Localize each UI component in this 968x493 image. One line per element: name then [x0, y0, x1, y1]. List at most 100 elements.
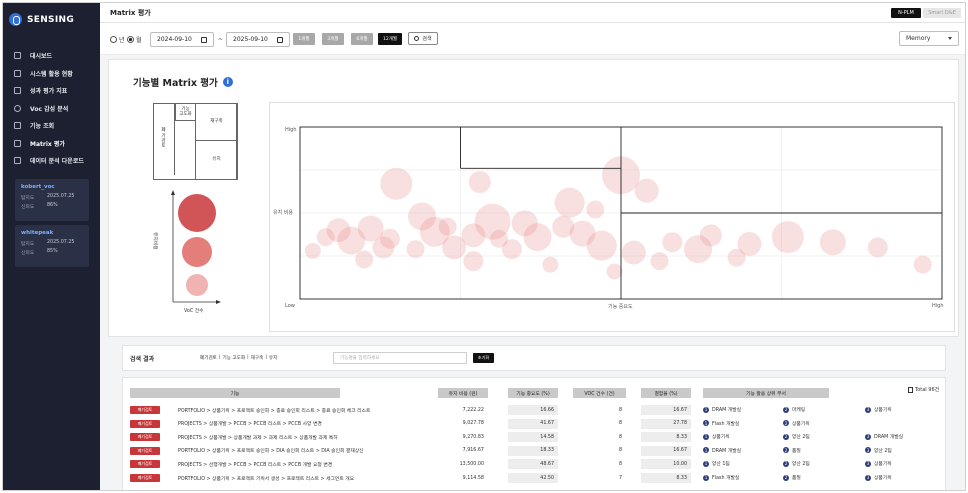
search-button[interactable]: 검색	[408, 32, 438, 45]
range-6m-button[interactable]: 6개월	[351, 33, 373, 45]
col-feature[interactable]: 기능	[130, 388, 340, 398]
matrix-card: 기능별 Matrix 평가 i 폐 기 검 토 기능 고도화 재구축 유지	[108, 59, 959, 337]
department-tag: 3 상품기획	[865, 406, 892, 413]
sidebar-item-6[interactable]: 데이터 분석 다운로드	[3, 152, 100, 170]
radio-year-dot[interactable]	[110, 36, 117, 43]
date-to-input[interactable]: 2025-09-10	[226, 32, 290, 47]
data-point-6	[407, 202, 436, 231]
data-point-12	[316, 228, 335, 247]
department-tag: 3 상품기획	[865, 460, 892, 467]
table-row[interactable]: 폐기검토 PORTFOLIO > 상품기획 > 프로젝트 승인회 > DIA 승인…	[130, 444, 950, 457]
chevron-down-icon	[948, 37, 952, 40]
tab-rebuild[interactable]: 재구축	[250, 356, 264, 361]
calendar-icon[interactable]	[201, 37, 207, 43]
department-name: DRAM 개발실	[874, 435, 904, 441]
radio-year-label: 년	[119, 37, 125, 44]
data-point-21	[372, 236, 395, 259]
calendar-icon[interactable]	[277, 37, 283, 43]
col-importance[interactable]: 기능 중요도 (%)	[508, 388, 558, 398]
department-name: DRAM 개발실	[712, 408, 742, 413]
user-card-1: kobert_voc 탐지도 2025.07.25 신뢰도 86%	[15, 179, 89, 221]
radio-month-label: 월	[136, 37, 142, 44]
user-date: 2025.07.25	[47, 240, 75, 245]
department-icon: 2	[783, 406, 789, 413]
table-row[interactable]: 폐기검토 PROJECTS > 상품개발 > PCCB > PCCB 리스트 > …	[130, 417, 950, 430]
department-tag: 2 품질	[783, 474, 801, 481]
department-icon: 3	[865, 460, 871, 467]
table-row[interactable]: 폐기검토 PROJECTS > 선행개발 > PCCB > PCCB 리스트 > …	[130, 457, 950, 470]
data-point-1	[468, 171, 491, 194]
tab-discard[interactable]: 폐기검토	[200, 356, 217, 361]
sidebar-item-label: 대시보드	[30, 53, 53, 61]
department-tag: 2 양산 2팀	[783, 433, 810, 440]
filter-bar: 년 월 2024-09-10 ~ 2025-09-10 1개월 3개월 6개월 …	[100, 23, 965, 55]
reset-button[interactable]: 초기화	[473, 353, 494, 363]
department-tag: 1 DRAM 개발실	[703, 406, 741, 413]
smart-de-button[interactable]: Smart D&E	[923, 8, 961, 18]
radio-month[interactable]: 월	[127, 35, 142, 44]
bubble-size-legend	[171, 190, 221, 304]
department-tag: 2 품질	[783, 447, 801, 454]
legend-x-label: VoC 건수	[184, 309, 204, 314]
sidebar-item-2[interactable]: 성과 평가 지표	[3, 82, 100, 100]
category-select-value: Memory	[906, 35, 931, 42]
category-select[interactable]: Memory	[899, 31, 959, 46]
table-row[interactable]: 폐기검토 PORTFOLIO > 상품기획 > 프로젝트 기획서 생성 > 프로젝…	[130, 471, 950, 484]
department-name: Flash 개발실	[712, 476, 740, 481]
chart-icon	[14, 87, 21, 95]
legend-rebuild: 재구축	[195, 103, 238, 141]
tab-maintain[interactable]: 유지	[268, 356, 278, 361]
data-point-34	[913, 255, 932, 274]
sidebar-item-1[interactable]: 시스템 활용 현황	[3, 65, 100, 83]
sidebar-item-label: 데이터 분석 다운로드	[30, 158, 84, 166]
department-name: 양산 2팀	[792, 435, 810, 441]
importance-value: 16.66	[508, 405, 558, 415]
range-3m-button[interactable]: 3개월	[322, 33, 344, 45]
col-departments[interactable]: 기능 활용 상위 부서	[703, 388, 829, 398]
nplm-button[interactable]: N-PLM	[891, 8, 921, 18]
department-name: 양산 1팀	[712, 462, 730, 468]
col-defect[interactable]: 결함율 (%)	[641, 388, 691, 398]
date-from-input[interactable]: 2024-09-10	[150, 32, 214, 47]
voc-value: 8	[618, 448, 622, 454]
tab-enhance[interactable]: 기능 고도화	[222, 356, 246, 361]
sidebar-item-4[interactable]: 기능 조회	[3, 117, 100, 135]
radio-year[interactable]: 년	[110, 35, 125, 44]
table-row[interactable]: 폐기검토 PORTFOLIO > 상품기획 > 프로젝트 승인회 > 종료 승인회…	[130, 403, 950, 416]
date-to-value: 2025-09-10	[233, 36, 268, 43]
data-point-39	[304, 242, 321, 259]
department-icon: 1	[703, 433, 709, 440]
range-1m-button[interactable]: 1개월	[293, 33, 315, 45]
matrix-icon	[14, 139, 21, 147]
y-axis-high-label: High	[285, 127, 297, 133]
department-tag: 2 마케팅	[783, 406, 805, 413]
status-badge: 폐기검토	[130, 474, 160, 482]
department-tag: 2 상품기획	[783, 420, 810, 427]
search-icon	[414, 36, 420, 41]
data-point-35	[463, 251, 484, 272]
feature-search-input[interactable]: 기능명을 입력하세요	[333, 352, 467, 364]
range-12m-button[interactable]: 12개월	[378, 33, 402, 45]
app-logo[interactable]: SENSING	[9, 13, 74, 26]
data-point-22	[406, 240, 425, 259]
col-voc[interactable]: VOC 건수 (건)	[573, 388, 626, 398]
data-point-40	[606, 263, 623, 280]
data-point-13	[379, 228, 400, 249]
legend-discard: 폐 기 검 토	[153, 103, 175, 175]
sidebar-item-3[interactable]: Voc 감성 분석	[3, 100, 100, 118]
col-cost[interactable]: 유지 비용 (원)	[438, 388, 488, 398]
sidebar-item-0[interactable]: 대시보드	[3, 47, 100, 65]
radio-month-dot[interactable]	[127, 36, 134, 43]
department-name: 마케팅	[792, 408, 806, 413]
data-point-28	[684, 235, 713, 264]
logo-icon	[9, 13, 22, 26]
info-icon[interactable]: i	[222, 77, 233, 87]
data-point-19	[569, 220, 596, 247]
sidebar-item-5[interactable]: Matrix 평가	[3, 135, 100, 153]
x-axis-low-label: Low	[285, 303, 295, 309]
matrix-title-text: 기능별 Matrix 평가	[133, 78, 218, 89]
department-tag: 3 DRAM 개발실	[865, 433, 903, 440]
data-point-27	[662, 232, 683, 253]
table-row[interactable]: 폐기검토 PROJECTS > 상품개발 > 상품개발 과제 > 과제 리스트 >…	[130, 430, 950, 443]
